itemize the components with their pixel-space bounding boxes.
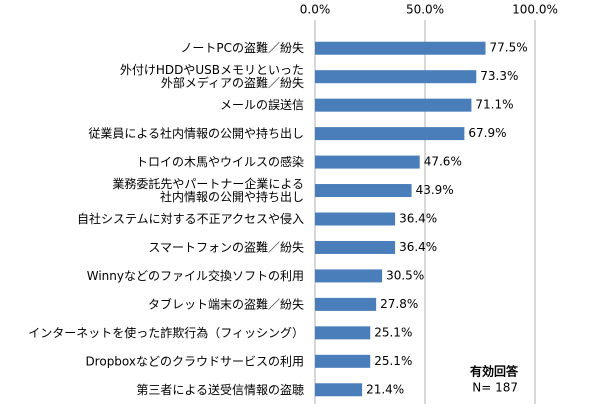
value-label: 43.9% <box>416 183 454 197</box>
bar <box>315 184 412 198</box>
value-label: 36.4% <box>399 212 437 226</box>
value-label: 27.8% <box>380 297 418 311</box>
bar <box>315 127 465 141</box>
x-tick-label: 100.0% <box>512 3 558 17</box>
bar <box>315 98 472 112</box>
value-label: 67.9% <box>468 126 506 140</box>
y-tick-label: 業務委託先やパートナー企業による社内情報の公開や持ち出し <box>112 176 304 204</box>
annotation-title: 有効回答 <box>470 364 519 379</box>
bar <box>315 240 396 254</box>
y-tick-label: ノートPCの盗難／紛失 <box>180 40 304 55</box>
value-label: 30.5% <box>386 268 424 282</box>
bar <box>315 70 477 84</box>
y-tick-label: メールの誤送信 <box>220 97 304 112</box>
value-label: 21.4% <box>366 382 404 396</box>
x-tick-label: 50.0% <box>406 3 444 17</box>
y-tick-label: 第三者による送受信情報の盗聴 <box>136 381 304 396</box>
y-tick-label: トロイの木馬やウイルスの感染 <box>136 154 304 169</box>
value-label: 71.1% <box>475 98 513 112</box>
bar <box>315 269 383 283</box>
y-tick-label: 外付けHDDやUSBメモリといった外部メディアの盗難／紛失 <box>120 63 304 90</box>
bar <box>315 212 396 226</box>
bar <box>315 155 420 169</box>
value-label: 77.5% <box>490 41 528 55</box>
value-label: 36.4% <box>399 240 437 254</box>
value-label: 73.3% <box>480 69 518 83</box>
y-tick-label: Winnyなどのファイル交換ソフトの利用 <box>87 267 304 282</box>
bar <box>315 354 371 368</box>
value-label: 25.1% <box>374 325 412 339</box>
annotation-text: N= 187 <box>472 381 518 395</box>
x-tick-label: 0.0% <box>300 3 331 17</box>
value-label: 47.6% <box>424 155 462 169</box>
y-tick-label: スマートフォンの盗難／紛失 <box>148 239 304 254</box>
y-tick-label: 自社システムに対する不正アクセスや侵入 <box>77 211 304 226</box>
bar <box>315 41 486 55</box>
y-tick-label: 従業員による社内情報の公開や持ち出し <box>88 125 304 140</box>
bar <box>315 297 377 311</box>
y-tick-label: インターネットを使った詐欺行為（フィッシング） <box>28 324 304 339</box>
value-label: 25.1% <box>374 354 412 368</box>
y-tick-label: Dropboxなどのクラウドサービスの利用 <box>85 354 304 368</box>
y-tick-label: タブレット端末の盗難／紛失 <box>148 296 304 311</box>
bar <box>315 383 363 397</box>
bar <box>315 326 371 340</box>
